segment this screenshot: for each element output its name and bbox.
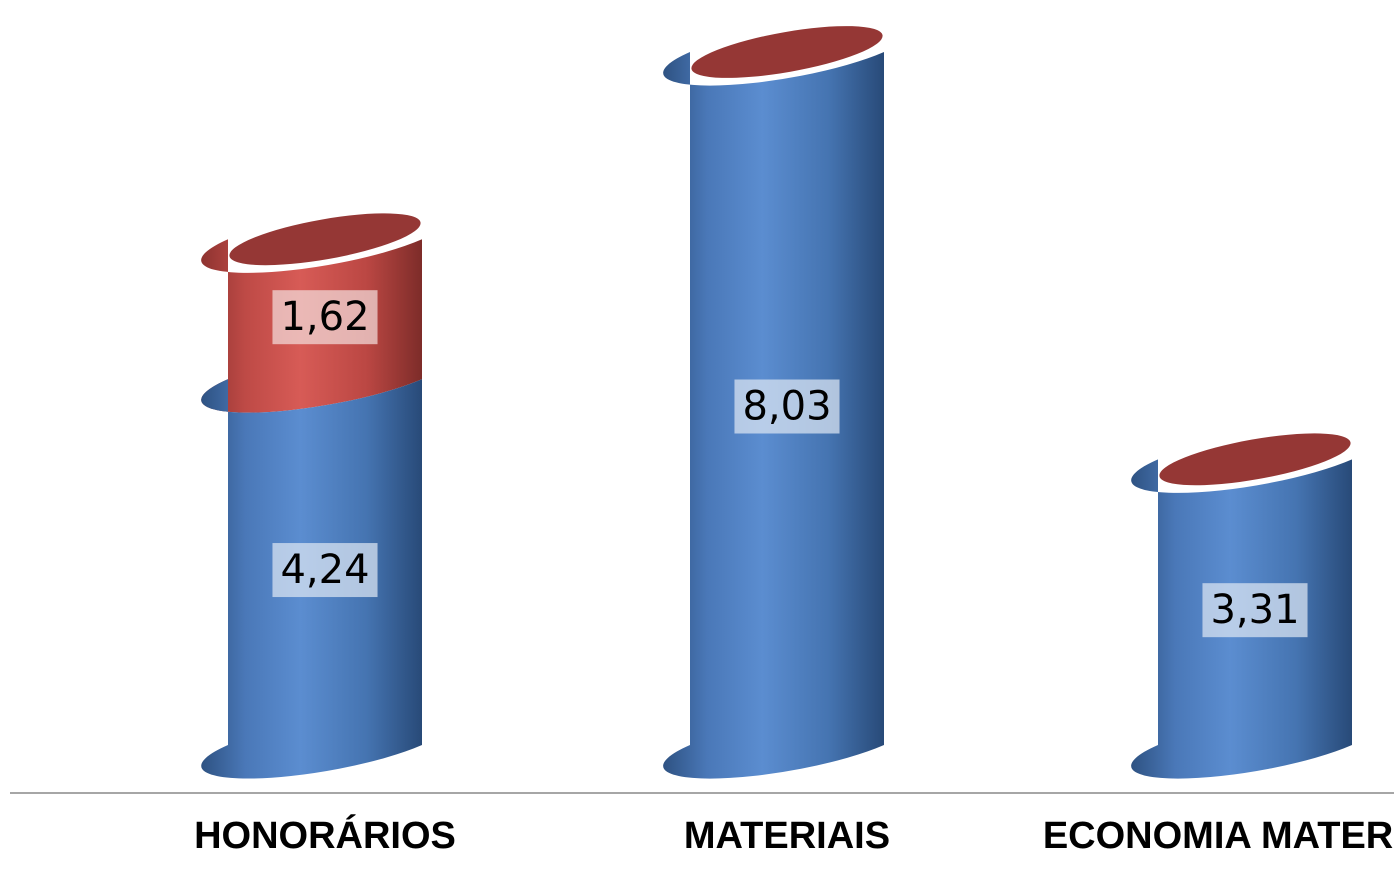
data-label-background (272, 290, 378, 345)
category-label: ECONOMIA MATERIAIS (1043, 815, 1394, 857)
bar-top-cap (1159, 433, 1351, 486)
data-label-text: 1,62 (280, 294, 369, 340)
data-label-background (272, 543, 378, 598)
data-label: 8,03 (734, 379, 840, 434)
data-label-text: 3,31 (1210, 587, 1299, 633)
category-label: HONORÁRIOS (194, 813, 456, 857)
data-label: 4,24 (272, 543, 378, 598)
category-labels-layer: HONORÁRIOS MATERIAIS ECONOMIA MATERIAIS (194, 813, 1394, 857)
data-label: 3,31 (1202, 583, 1308, 638)
data-label-background (1202, 583, 1308, 638)
bar-top-cap (229, 213, 421, 266)
bar-top-cap (691, 26, 883, 78)
data-label: 1,62 (272, 290, 378, 345)
data-label-text: 4,24 (280, 547, 369, 593)
data-label-background (734, 379, 840, 434)
data-label-text: 8,03 (742, 384, 831, 430)
category-label: MATERIAIS (684, 815, 890, 857)
data-labels-layer: 4,24 1,62 8,03 3,31 (272, 290, 1308, 638)
